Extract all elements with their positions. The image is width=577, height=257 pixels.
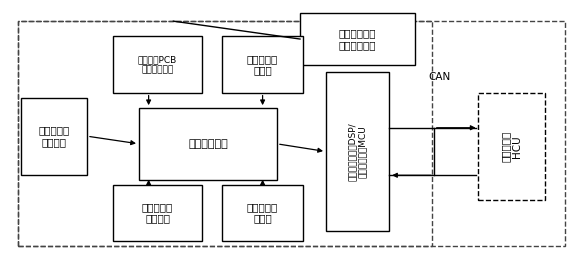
Text: 整车控制器
HCU: 整车控制器 HCU (501, 131, 522, 162)
Bar (21, 98, 87, 175)
Text: 数字信号处理器DSP/
微控制器单元MCU: 数字信号处理器DSP/ 微控制器单元MCU (348, 122, 368, 181)
Text: 散热器温度
传感器: 散热器温度 传感器 (247, 54, 278, 75)
Text: 电机定子温
度传感器: 电机定子温 度传感器 (38, 125, 70, 147)
Text: 功率模块PCB
板温度传感器: 功率模块PCB 板温度传感器 (138, 55, 177, 74)
Bar (300, 13, 415, 65)
Bar (18, 21, 565, 246)
Bar (222, 185, 303, 241)
Text: CAN: CAN (428, 72, 451, 82)
Bar (478, 93, 545, 200)
Bar (113, 36, 202, 93)
Bar (113, 185, 202, 241)
Text: 功率模块温
度传感器: 功率模块温 度传感器 (142, 202, 173, 224)
Bar (139, 108, 277, 180)
Bar (18, 21, 432, 246)
Text: 温度检测电路: 温度检测电路 (188, 139, 228, 149)
Text: 冷却液温度
传感器: 冷却液温度 传感器 (247, 202, 278, 224)
Text: 永磁同步电机
和控制器系统: 永磁同步电机 和控制器系统 (339, 28, 376, 50)
Bar (326, 72, 389, 231)
Bar (222, 36, 303, 93)
